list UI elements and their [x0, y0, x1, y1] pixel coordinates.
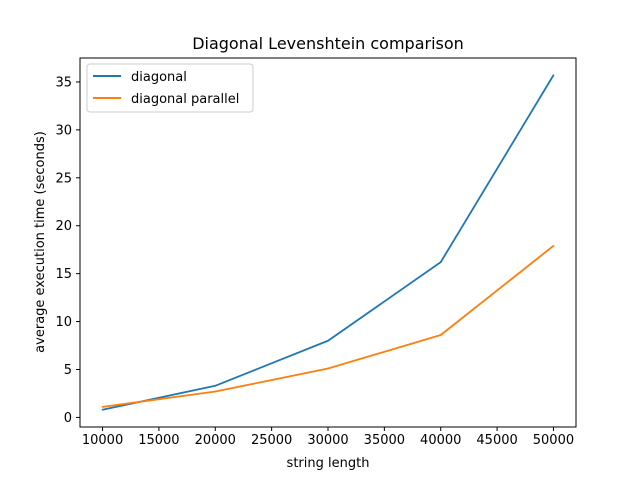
data-point-diagonal-50000 — [552, 74, 555, 77]
plot-area-frame — [79, 57, 577, 428]
legend-frame — [86, 63, 254, 113]
series-layer — [101, 74, 555, 411]
y-tick-label-0: 0 — [64, 411, 72, 426]
data-point-diagonal-30000 — [327, 339, 329, 342]
legend-label-diagonal-parallel: diagonal parallel — [131, 92, 239, 107]
legend: diagonal diagonal parallel — [86, 63, 254, 113]
x-tick-label-10000: 10000 — [82, 433, 123, 448]
y-tick-label-30: 30 — [55, 123, 72, 138]
x-tick-label-45000: 45000 — [476, 433, 517, 448]
x-tick-label-40000: 40000 — [420, 433, 461, 448]
x-tick-label-50000: 50000 — [533, 433, 574, 448]
data-point-diagonal-parallel-30000 — [327, 367, 329, 370]
y-tick-label-5: 5 — [64, 363, 72, 378]
x-tick-label-35000: 35000 — [364, 433, 405, 448]
data-point-diagonal-parallel-20000 — [214, 390, 217, 393]
data-point-diagonal-10000 — [101, 408, 104, 411]
x-axis-title: string length — [287, 456, 370, 471]
x-tick-label-15000: 15000 — [138, 433, 179, 448]
data-point-diagonal-parallel-50000 — [552, 244, 555, 247]
chart-title: Diagonal Levenshtein comparison — [192, 34, 464, 53]
legend-label-diagonal: diagonal — [131, 70, 187, 85]
y-tick-label-20: 20 — [55, 219, 72, 234]
y-axis-title: average execution time (seconds) — [33, 131, 48, 353]
x-tick-label-25000: 25000 — [251, 433, 292, 448]
y-tick-label-15: 15 — [55, 267, 72, 282]
data-point-diagonal-20000 — [214, 384, 217, 387]
x-axis-ticks: 10000 15000 20000 25000 30000 35000 40000 45000… — [82, 427, 574, 448]
y-axis-ticks: 0 5 10 15 20 25 30 35 — [55, 75, 80, 426]
data-point-diagonal-40000 — [439, 261, 442, 264]
x-tick-label-20000: 20000 — [195, 433, 236, 448]
x-tick-label-30000: 30000 — [307, 433, 348, 448]
y-tick-label-10: 10 — [55, 315, 72, 330]
data-point-diagonal-parallel-40000 — [439, 334, 442, 336]
y-tick-label-35: 35 — [55, 75, 72, 90]
y-tick-label-25: 25 — [55, 171, 72, 186]
data-point-diagonal-parallel-10000 — [101, 405, 104, 408]
